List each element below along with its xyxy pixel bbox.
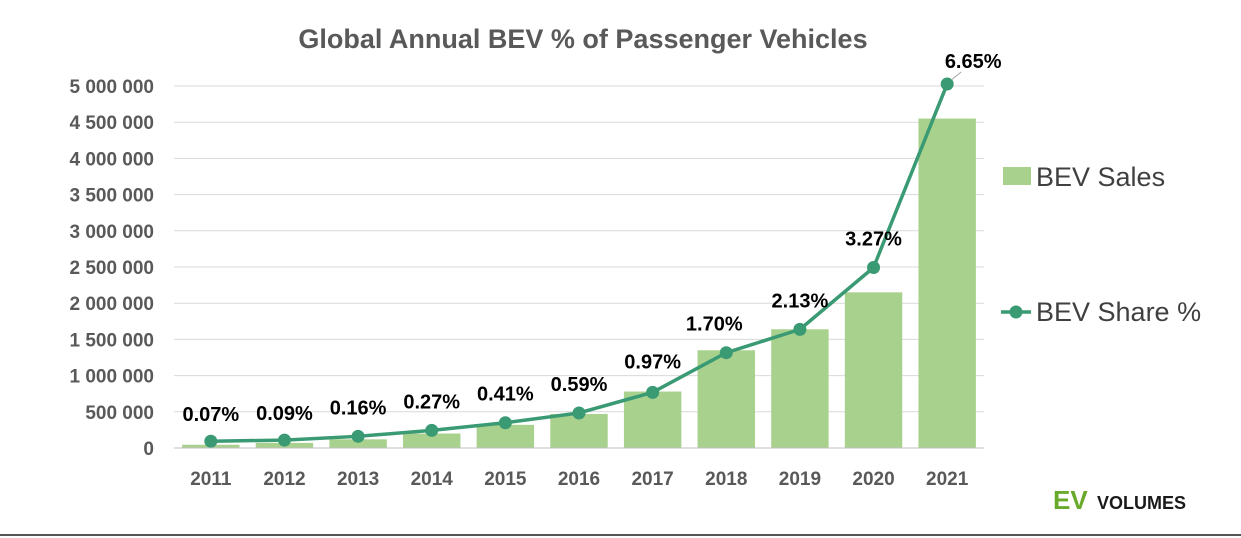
y-tick-label: 2 500 000	[69, 258, 154, 279]
bar	[918, 118, 976, 448]
bar	[476, 424, 535, 448]
gridlines	[174, 85, 984, 449]
legend-bar-label: BEV Sales	[1036, 162, 1165, 192]
bar	[329, 439, 387, 448]
data-label: 0.97%	[624, 351, 681, 373]
data-label: 0.41%	[477, 384, 534, 406]
logo-volumes: VOLUMES	[1097, 493, 1186, 513]
line-series	[204, 77, 954, 448]
bar	[697, 350, 755, 448]
ev-volumes-logo: EV VOLUMES	[1053, 485, 1186, 515]
y-tick-label: 4 500 000	[69, 113, 154, 134]
legend-bar-swatch	[1003, 167, 1031, 185]
share-point	[867, 260, 881, 274]
share-point	[572, 406, 586, 420]
share-point	[719, 346, 733, 360]
y-tick-label: 2 000 000	[69, 294, 154, 315]
x-tick-label: 2020	[852, 469, 894, 490]
y-tick-label: 500 000	[85, 403, 154, 424]
bar	[844, 292, 903, 448]
share-point	[204, 434, 218, 448]
leader-line	[950, 71, 962, 81]
data-labels: 0.07% 0.09% 0.16% 0.27% 0.41% 0.59% 0.97%1.70%…	[182, 51, 1001, 426]
x-tick-label: 2011	[190, 469, 232, 490]
data-label: 0.27%	[403, 391, 460, 413]
y-tick-label: 0	[143, 439, 154, 460]
data-label: 1.70%	[686, 314, 743, 336]
data-label: 0.16%	[330, 397, 387, 419]
x-tick-label: 2019	[779, 469, 821, 490]
chart-title: Global Annual BEV % of Passenger Vehicle…	[298, 24, 867, 54]
logo-ev: EV	[1053, 485, 1088, 515]
legend-line-marker	[1009, 305, 1023, 319]
bar	[403, 433, 461, 448]
y-tick-label: 5 000 000	[69, 77, 154, 98]
y-axis: 0 500 000 1 000 000 1 500 000 2 000 000 2 500…	[69, 77, 154, 460]
share-point	[940, 77, 954, 91]
x-tick-label: 2013	[337, 469, 379, 490]
bar	[550, 413, 608, 448]
legend: BEV Sales BEV Share %	[1001, 162, 1201, 327]
x-tick-label: 2016	[558, 469, 600, 490]
x-tick-label: 2017	[631, 469, 673, 490]
data-label: 6.65%	[945, 51, 1002, 73]
y-tick-label: 3 500 000	[69, 186, 154, 207]
legend-line-label: BEV Share %	[1036, 297, 1201, 327]
share-point	[351, 429, 365, 443]
data-label: 0.09%	[256, 403, 313, 425]
y-tick-label: 3 000 000	[69, 222, 154, 243]
share-point	[646, 385, 660, 399]
x-tick-label: 2021	[926, 469, 969, 490]
data-label: 0.07%	[182, 404, 239, 426]
y-tick-label: 1 500 000	[69, 330, 154, 351]
share-point	[277, 433, 291, 447]
share-point	[498, 416, 512, 430]
y-tick-label: 4 000 000	[69, 149, 154, 170]
x-axis: 2011 2012 2013 2014 2015 2016 2017 2018 2019 2020…	[174, 447, 984, 490]
data-label: 2.13%	[772, 290, 829, 312]
data-label: 0.59%	[551, 374, 608, 396]
y-tick-label: 1 000 000	[69, 367, 154, 388]
x-tick-label: 2012	[263, 469, 305, 490]
bar	[771, 329, 829, 448]
x-tick-label: 2014	[411, 469, 454, 490]
share-point	[793, 322, 807, 336]
data-label: 3.27%	[845, 228, 902, 250]
x-tick-label: 2015	[484, 469, 527, 490]
share-point	[425, 423, 439, 437]
bar	[623, 391, 682, 448]
x-tick-label: 2018	[705, 469, 747, 490]
